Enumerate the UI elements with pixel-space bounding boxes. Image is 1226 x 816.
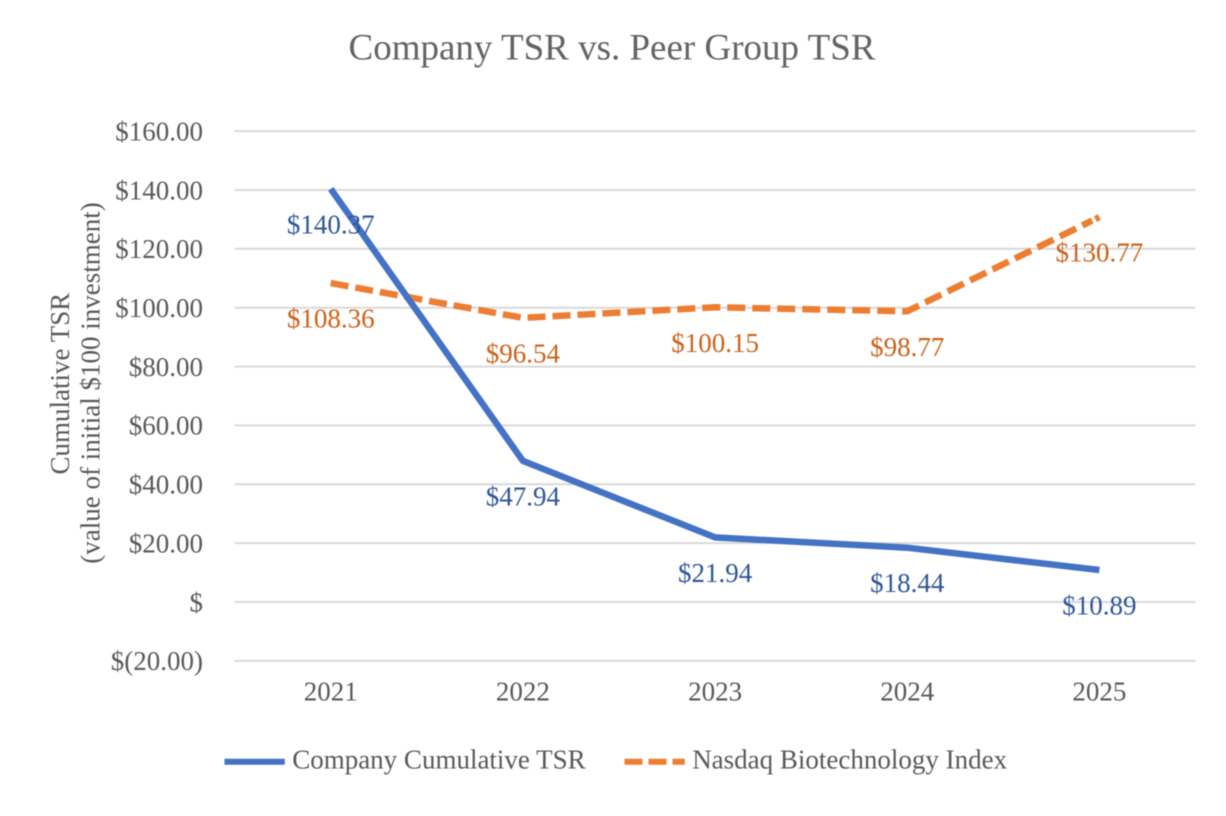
svg-text:$160.00: $160.00 [115, 116, 203, 146]
svg-text:$60.00: $60.00 [129, 411, 203, 441]
svg-text:$96.54: $96.54 [486, 338, 561, 368]
svg-text:$: $ [190, 587, 204, 617]
svg-text:$47.94: $47.94 [486, 481, 561, 511]
svg-text:(value of initial $100 investm: (value of initial $100 investment) [76, 202, 106, 563]
svg-text:$100.15: $100.15 [671, 328, 759, 358]
svg-text:$(20.00): $(20.00) [111, 646, 203, 676]
svg-text:$21.94: $21.94 [678, 558, 753, 588]
svg-text:2024: 2024 [880, 676, 935, 706]
svg-text:$10.89: $10.89 [1062, 591, 1136, 621]
svg-text:$140.00: $140.00 [115, 175, 203, 205]
svg-text:Company TSR vs. Peer Group TSR: Company TSR vs. Peer Group TSR [349, 27, 876, 68]
svg-text:Cumulative TSR: Cumulative TSR [45, 293, 75, 475]
svg-text:Nasdaq Biotechnology Index: Nasdaq Biotechnology Index [692, 745, 1007, 775]
svg-text:$100.00: $100.00 [115, 293, 203, 323]
svg-text:$108.36: $108.36 [287, 304, 375, 334]
svg-text:$98.77: $98.77 [870, 332, 944, 362]
svg-text:$20.00: $20.00 [129, 528, 203, 558]
svg-text:2021: 2021 [304, 676, 358, 706]
svg-text:$130.77: $130.77 [1056, 238, 1144, 268]
svg-text:$40.00: $40.00 [129, 470, 203, 500]
svg-text:$120.00: $120.00 [115, 234, 203, 264]
svg-text:Company Cumulative TSR: Company Cumulative TSR [292, 745, 586, 775]
svg-text:2023: 2023 [688, 676, 742, 706]
svg-text:$18.44: $18.44 [870, 568, 945, 598]
svg-text:$80.00: $80.00 [129, 352, 203, 382]
svg-text:$140.37: $140.37 [287, 209, 375, 239]
svg-text:2022: 2022 [496, 676, 550, 706]
svg-text:2025: 2025 [1072, 676, 1126, 706]
